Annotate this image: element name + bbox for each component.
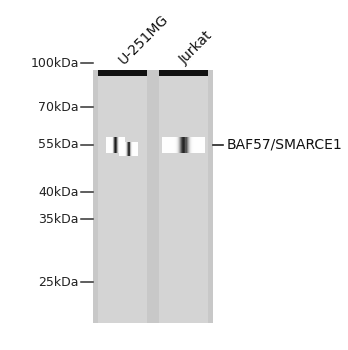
Text: 40kDa: 40kDa [38, 186, 79, 199]
Polygon shape [197, 136, 198, 153]
Polygon shape [179, 136, 180, 153]
Polygon shape [107, 136, 108, 153]
Polygon shape [122, 136, 123, 153]
Polygon shape [123, 136, 124, 153]
Polygon shape [120, 142, 121, 156]
Polygon shape [135, 142, 136, 156]
Polygon shape [192, 136, 193, 153]
Polygon shape [171, 136, 172, 153]
Text: Jurkat: Jurkat [176, 28, 215, 67]
Polygon shape [175, 136, 176, 153]
Polygon shape [123, 142, 124, 156]
Text: 55kDa: 55kDa [38, 138, 79, 151]
Polygon shape [167, 136, 168, 153]
Polygon shape [198, 136, 199, 153]
Polygon shape [188, 136, 189, 153]
Polygon shape [180, 136, 181, 153]
Polygon shape [128, 142, 129, 156]
Polygon shape [113, 136, 114, 153]
Polygon shape [184, 136, 185, 153]
Text: BAF57/SMARCE1: BAF57/SMARCE1 [226, 138, 342, 152]
Polygon shape [134, 142, 135, 156]
Polygon shape [178, 136, 179, 153]
Polygon shape [174, 136, 175, 153]
Polygon shape [114, 136, 115, 153]
Polygon shape [165, 136, 166, 153]
Polygon shape [121, 142, 122, 156]
Polygon shape [122, 142, 123, 156]
Polygon shape [131, 142, 132, 156]
Polygon shape [106, 136, 107, 153]
Polygon shape [189, 136, 190, 153]
Polygon shape [110, 136, 111, 153]
Polygon shape [132, 142, 133, 156]
Polygon shape [112, 136, 113, 153]
Polygon shape [182, 136, 183, 153]
Polygon shape [108, 136, 109, 153]
Polygon shape [172, 136, 173, 153]
Polygon shape [196, 136, 197, 153]
Polygon shape [185, 136, 187, 153]
Polygon shape [159, 70, 208, 323]
Polygon shape [163, 136, 164, 153]
Polygon shape [93, 70, 213, 323]
Polygon shape [204, 136, 205, 153]
Polygon shape [199, 136, 200, 153]
Polygon shape [191, 136, 192, 153]
Polygon shape [187, 136, 188, 153]
Polygon shape [98, 70, 147, 323]
Polygon shape [118, 136, 119, 153]
Polygon shape [98, 70, 147, 76]
Polygon shape [137, 142, 138, 156]
Polygon shape [168, 136, 169, 153]
Polygon shape [177, 136, 178, 153]
Polygon shape [124, 142, 125, 156]
Polygon shape [119, 136, 120, 153]
Text: U-251MG: U-251MG [116, 12, 171, 67]
Polygon shape [126, 142, 127, 156]
Polygon shape [159, 70, 208, 76]
Polygon shape [121, 136, 122, 153]
Polygon shape [124, 136, 125, 153]
Polygon shape [127, 142, 128, 156]
Polygon shape [203, 136, 204, 153]
Polygon shape [162, 136, 163, 153]
Polygon shape [181, 136, 182, 153]
Polygon shape [195, 136, 196, 153]
Polygon shape [111, 136, 112, 153]
Polygon shape [117, 136, 118, 153]
Polygon shape [166, 136, 167, 153]
Polygon shape [116, 136, 117, 153]
Polygon shape [194, 136, 195, 153]
Polygon shape [109, 136, 110, 153]
Polygon shape [190, 136, 191, 153]
Polygon shape [164, 136, 165, 153]
Polygon shape [119, 142, 120, 156]
Polygon shape [201, 136, 203, 153]
Polygon shape [200, 136, 201, 153]
Polygon shape [129, 142, 130, 156]
Polygon shape [125, 142, 126, 156]
Text: 35kDa: 35kDa [38, 213, 79, 226]
Polygon shape [193, 136, 194, 153]
Polygon shape [183, 136, 184, 153]
Text: 25kDa: 25kDa [38, 276, 79, 289]
Polygon shape [173, 136, 174, 153]
Polygon shape [133, 142, 134, 156]
Polygon shape [115, 136, 116, 153]
Polygon shape [176, 136, 177, 153]
Polygon shape [136, 142, 137, 156]
Polygon shape [130, 142, 131, 156]
Text: 70kDa: 70kDa [38, 101, 79, 114]
Polygon shape [120, 136, 121, 153]
Text: 100kDa: 100kDa [30, 57, 79, 70]
Polygon shape [169, 136, 171, 153]
